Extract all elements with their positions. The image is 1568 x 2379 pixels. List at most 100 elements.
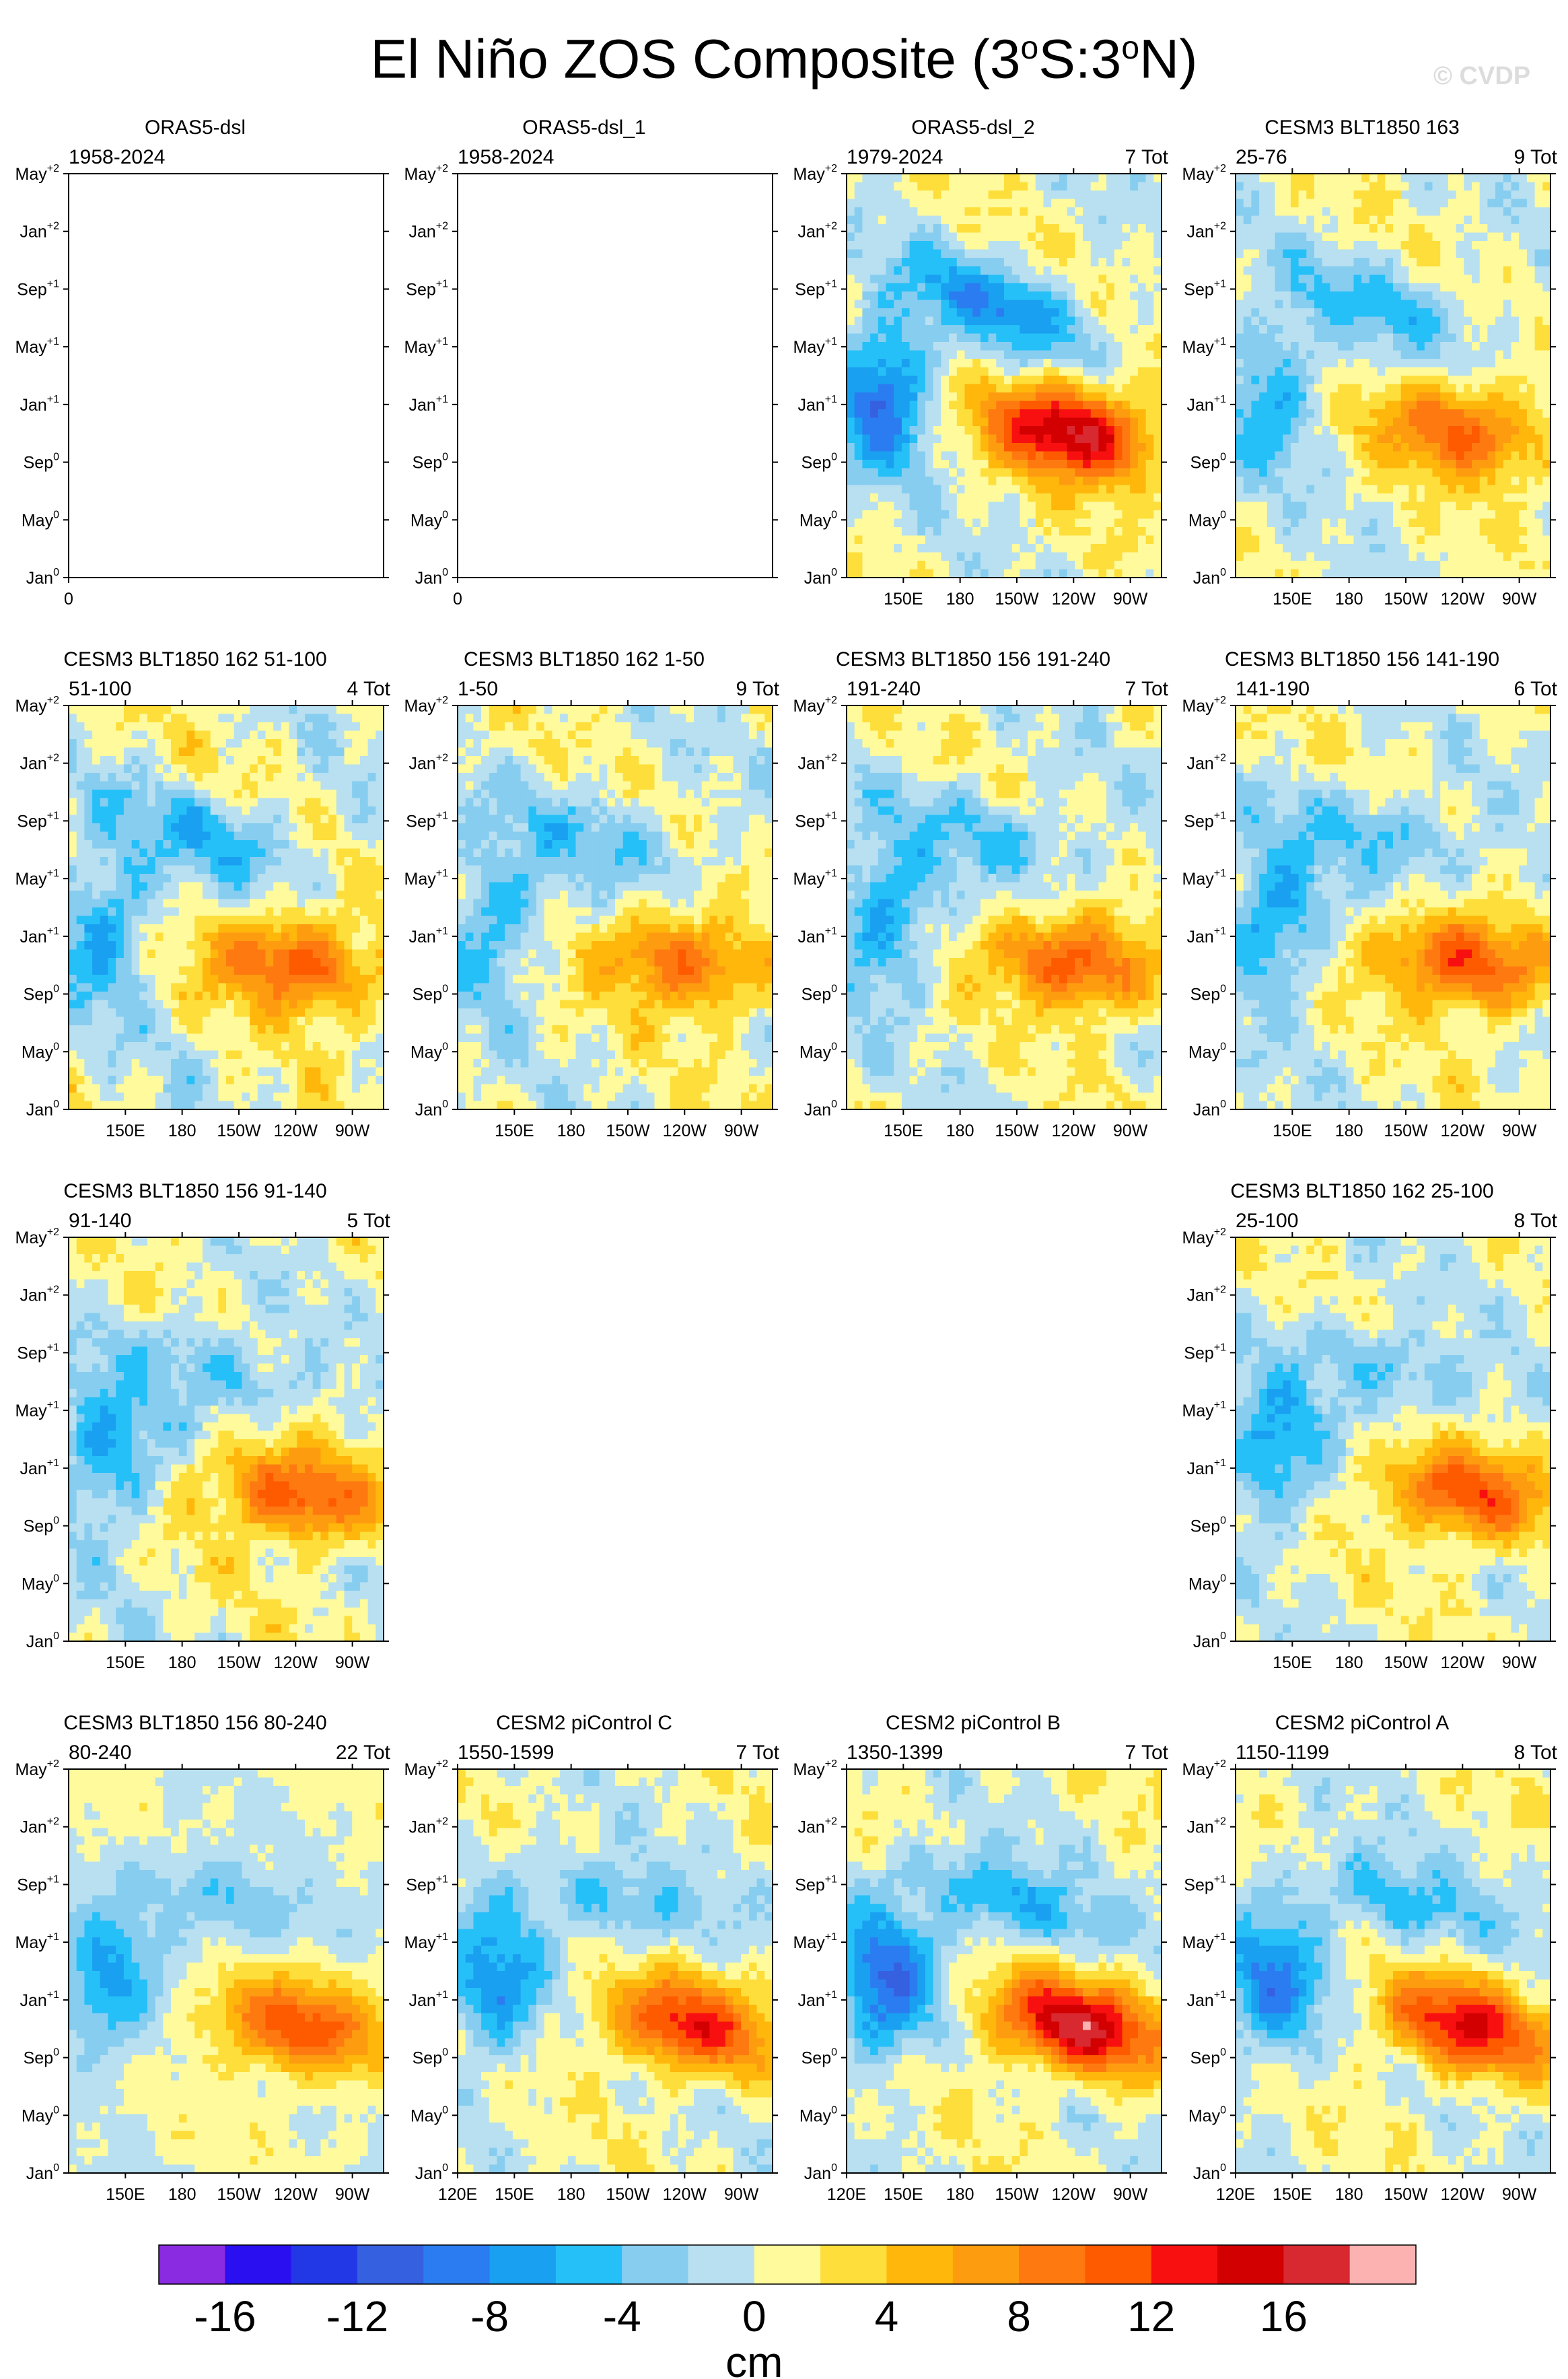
heat-cell	[988, 527, 997, 537]
heat-cell	[1542, 451, 1551, 460]
heat-cell	[131, 806, 140, 816]
heat-cell	[352, 790, 361, 799]
heat-cell	[878, 409, 887, 419]
heat-cell	[1145, 451, 1154, 460]
heat-cell	[1503, 468, 1512, 477]
heat-cell	[1106, 275, 1115, 284]
heat-cell	[1440, 266, 1449, 275]
heat-cell	[1526, 182, 1536, 191]
heat-cell	[1361, 207, 1370, 217]
heat-cell	[1526, 477, 1536, 486]
heat-cell	[1122, 443, 1131, 452]
heat-cell	[1290, 502, 1299, 511]
heat-cell	[1035, 199, 1044, 208]
heat-cell	[1090, 241, 1099, 250]
heat-cell	[1322, 417, 1330, 427]
heat-cell	[123, 730, 133, 740]
heat-cell	[131, 705, 140, 715]
heat-cell	[917, 561, 926, 570]
heat-cell	[1251, 561, 1260, 570]
heat-cell	[1495, 443, 1504, 452]
heat-cell	[1259, 493, 1268, 503]
heat-cell	[1495, 468, 1504, 477]
heat-cell	[854, 215, 863, 225]
heat-cell	[847, 527, 855, 537]
heat-cell	[178, 756, 188, 765]
heat-cell	[1487, 291, 1496, 301]
heat-cell	[1472, 316, 1481, 326]
heat-cell	[69, 781, 77, 790]
heat-cell	[1137, 266, 1147, 275]
heat-cell	[949, 527, 958, 537]
heat-cell	[996, 451, 1005, 460]
heat-cell	[972, 174, 981, 183]
heat-cell	[1090, 510, 1099, 520]
heat-cell	[1393, 443, 1402, 452]
heat-cell	[1314, 258, 1323, 267]
heat-cell	[1542, 561, 1551, 570]
heat-cell	[1361, 409, 1370, 419]
heat-cell	[1400, 333, 1409, 343]
heat-cell	[1487, 350, 1496, 359]
heat-cell	[1114, 485, 1123, 494]
heat-cell	[878, 275, 887, 284]
heat-cell	[1020, 291, 1028, 301]
heat-cell	[328, 865, 337, 874]
heat-cell	[1267, 275, 1276, 284]
heat-cell	[226, 798, 235, 807]
heat-cell	[123, 891, 133, 900]
heat-cell	[1028, 392, 1036, 402]
heat-cell	[344, 823, 353, 833]
heat-cell	[257, 781, 266, 790]
heat-cell	[116, 840, 124, 850]
heat-cell	[980, 199, 989, 208]
heat-cell	[949, 468, 958, 477]
heat-cell	[1361, 249, 1370, 258]
heat-cell	[328, 848, 337, 858]
heat-cell	[886, 367, 894, 376]
heat-cell	[1145, 561, 1154, 570]
heat-cell	[1043, 518, 1052, 528]
heat-cell	[108, 747, 116, 757]
heat-cell	[1393, 300, 1402, 309]
panel-4: CESM3 BLT1850 163 25-76 9 Tot Jan0 May0 Sep0 J…	[1167, 114, 1557, 626]
heat-cell	[1479, 207, 1488, 217]
y-tick-label-sup: 0	[831, 509, 837, 520]
heat-cell	[1122, 232, 1131, 242]
heat-cell	[186, 882, 195, 891]
heat-cell	[273, 831, 282, 841]
heat-cell	[1503, 342, 1512, 351]
heat-cell	[1542, 249, 1551, 258]
heat-cell	[988, 460, 997, 469]
y-tick-label-base: May	[1182, 338, 1215, 357]
heat-cell	[847, 443, 855, 452]
heat-cell	[1075, 434, 1083, 444]
heat-cell	[1393, 333, 1402, 343]
heat-cell	[1275, 241, 1283, 250]
heat-cell	[305, 739, 314, 749]
heat-cell	[1298, 232, 1307, 242]
heat-cell	[139, 882, 148, 891]
heat-cell	[1385, 325, 1394, 335]
heat-cell	[1020, 468, 1028, 477]
heat-cell	[1153, 275, 1162, 284]
heat-cell	[988, 443, 997, 452]
heat-cell	[1283, 417, 1291, 427]
heat-cell	[1534, 174, 1543, 183]
heat-cell	[988, 434, 997, 444]
heat-cell	[925, 417, 934, 427]
heat-cell	[1322, 325, 1330, 335]
heat-cell	[1059, 518, 1068, 528]
heat-cell	[155, 865, 164, 874]
heat-cell	[1400, 308, 1409, 318]
heat-cell	[1114, 417, 1123, 427]
heat-cell	[1534, 207, 1543, 217]
heat-cell	[1122, 224, 1131, 234]
heat-cell	[1035, 308, 1044, 318]
heat-cell	[1243, 468, 1252, 477]
heat-cell	[1298, 468, 1307, 477]
heat-cell	[1409, 552, 1417, 561]
heat-cell	[1511, 199, 1520, 208]
heat-cell	[1011, 215, 1020, 225]
heat-cell	[1035, 191, 1044, 200]
